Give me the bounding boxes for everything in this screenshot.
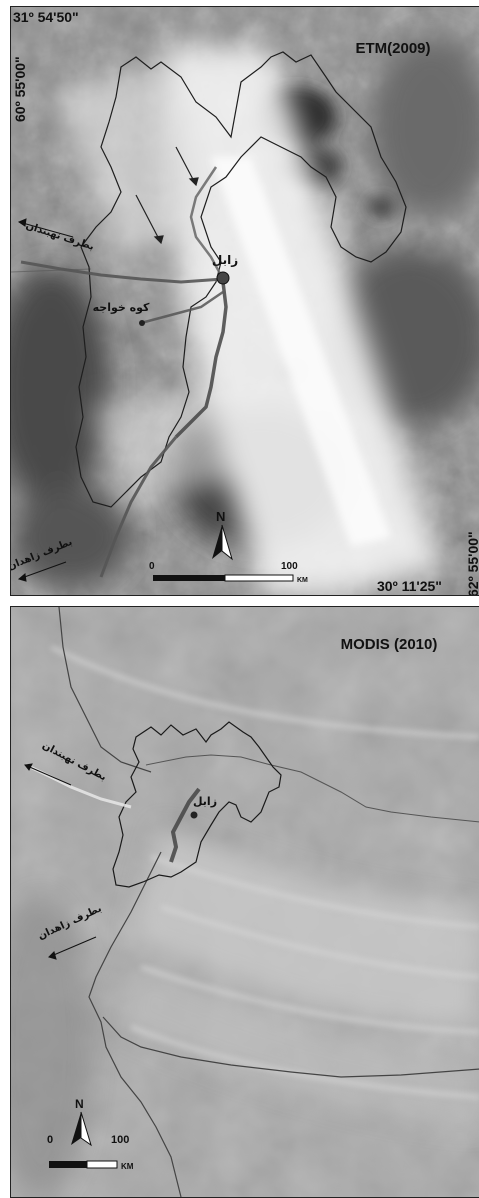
etm-map-panel: زابل کوه خواجه بطرف نهبندان بطرف زاهدان …: [10, 6, 479, 596]
etm-map-svg: زابل کوه خواجه بطرف نهبندان بطرف زاهدان …: [11, 7, 479, 595]
modis-border-top: [145, 754, 479, 823]
etm-kuh-khajeh-label: کوه خواجه: [93, 301, 150, 314]
etm-title: ETM(2009): [355, 40, 430, 57]
modis-map-svg: زابل بطرف نهبندان بطرف زاهدان MODIS (201…: [11, 607, 479, 1197]
etm-kuh-khajeh-marker: [139, 320, 145, 326]
modis-scale-unit: KM: [121, 1162, 134, 1171]
modis-region-boundary: [112, 721, 282, 888]
modis-border-east: [102, 1016, 479, 1078]
etm-coord-left-vertical: 60º 55'00": [12, 56, 28, 122]
etm-zabol-label: زابل: [212, 253, 238, 267]
etm-nehbandan-arrow: [17, 218, 74, 238]
modis-plume-arcs: [49, 644, 479, 1100]
etm-zahedan-arrow: [17, 561, 67, 582]
etm-scale-max: 100: [281, 561, 298, 572]
modis-border-south: [88, 851, 182, 1197]
modis-north-arrow-icon: [71, 1111, 92, 1147]
etm-scale-zero: 0: [149, 561, 155, 572]
etm-coord-top-left: 31º 54'50": [13, 9, 79, 25]
modis-hirmand-river: [169, 787, 201, 863]
etm-scale-unit: KM: [297, 577, 308, 584]
etm-scale-bar: [153, 574, 294, 582]
etm-coord-bottom-right: 30º 11'25": [377, 578, 442, 594]
modis-zabol-marker: [190, 811, 198, 819]
etm-road-zahedan: [99, 436, 178, 578]
modis-zabol-label: زابل: [193, 795, 217, 808]
etm-hirmand-river: [174, 281, 228, 439]
modis-zahedan-arrow: [48, 936, 97, 960]
etm-road-kuh: [140, 290, 224, 325]
modis-map-panel: زابل بطرف نهبندان بطرف زاهدان MODIS (201…: [10, 606, 479, 1198]
modis-nehbandan-arrow: [24, 763, 72, 786]
modis-scale-bar: [49, 1160, 118, 1169]
etm-region-boundary: [75, 51, 407, 508]
etm-coord-right-vertical: 62º 55'00": [465, 531, 479, 595]
etm-wind-arrows: [135, 146, 199, 245]
etm-north-label: N: [216, 509, 225, 524]
etm-road-nehbandan: [20, 260, 224, 284]
etm-zabol-marker: [216, 271, 230, 285]
modis-border-line: [58, 607, 152, 773]
modis-title: MODIS (2010): [341, 636, 438, 653]
etm-north-arrow-icon: [212, 524, 233, 561]
modis-scale-max: 100: [111, 1134, 129, 1146]
etm-road-north: [189, 166, 225, 280]
modis-north-label: N: [75, 1097, 84, 1111]
etm-bright-core: [211, 157, 391, 547]
modis-scale-zero: 0: [47, 1134, 53, 1146]
